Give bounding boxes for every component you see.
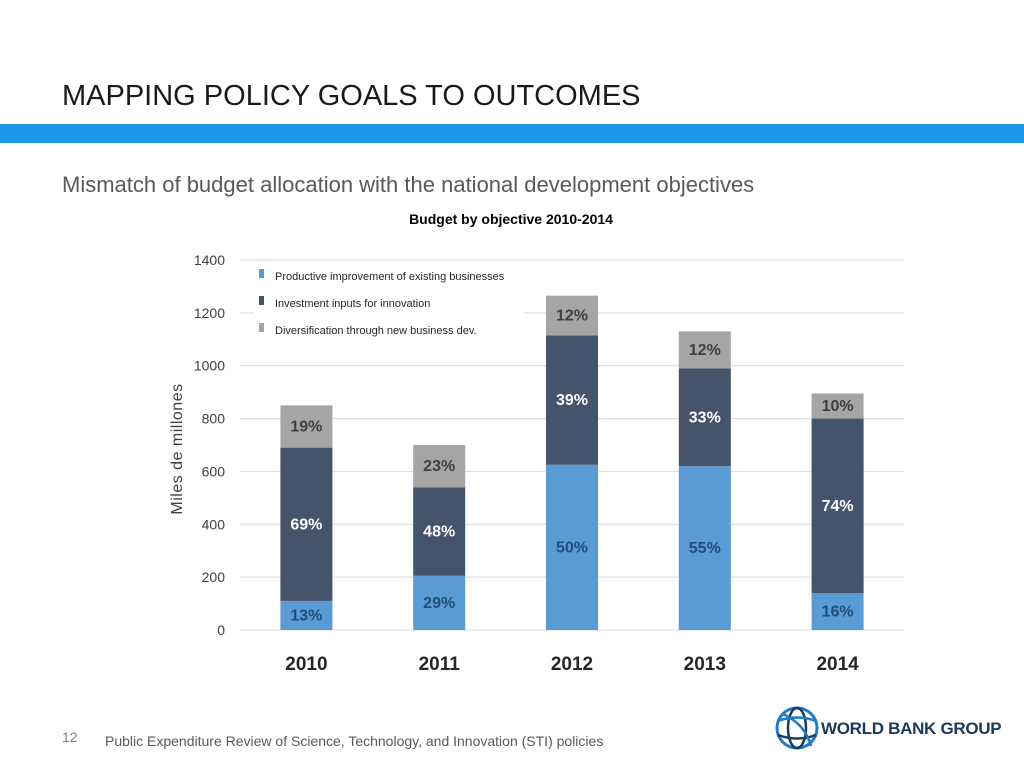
- y-tick-label: 800: [202, 411, 226, 427]
- legend-swatch: [259, 269, 264, 278]
- chart-title: Budget by objective 2010-2014: [409, 211, 613, 227]
- bar-segment: [280, 447, 333, 601]
- bar-segment: [280, 405, 333, 448]
- data-label: 33%: [689, 409, 721, 426]
- legend-label: Investment inputs for innovation: [275, 298, 430, 310]
- data-label: 19%: [290, 419, 322, 436]
- bar-segment: [546, 464, 598, 630]
- bar-segment: [546, 295, 598, 336]
- legend-label: Diversification through new business dev…: [275, 325, 477, 337]
- y-tick-label: 200: [202, 569, 226, 585]
- bar-segment: [546, 335, 598, 465]
- bar-segment: [811, 418, 864, 593]
- page-number: 12: [62, 729, 78, 745]
- bar-segment: [413, 445, 466, 488]
- bar-segment: [413, 575, 466, 630]
- data-label: 48%: [423, 524, 455, 541]
- bar-segment: [811, 593, 864, 630]
- y-tick-label: 1200: [194, 305, 225, 321]
- bar-segment: [678, 368, 731, 467]
- slide-subtitle: Mismatch of budget allocation with the n…: [62, 172, 755, 197]
- globe-icon: [775, 706, 819, 750]
- x-tick-label: 2012: [551, 654, 593, 675]
- x-tick-label: 2011: [419, 654, 461, 675]
- data-label: 23%: [423, 458, 455, 475]
- data-label: 74%: [822, 498, 854, 515]
- data-label: 55%: [689, 540, 721, 557]
- chart-y-ticks: 0 200 400 600 800 1000 1200 1400: [194, 252, 225, 638]
- data-label: 69%: [290, 516, 322, 533]
- x-tick-label: 2014: [816, 654, 859, 675]
- bar-segment: [413, 487, 466, 576]
- data-label: 10%: [822, 398, 854, 415]
- y-tick-label: 1000: [194, 358, 225, 374]
- legend-swatch: [259, 323, 264, 332]
- bar-segment: [811, 393, 864, 419]
- data-label: 50%: [556, 539, 588, 556]
- bar-segment: [678, 466, 731, 630]
- y-axis-label: Miles de millones: [169, 383, 186, 514]
- x-tick-label: 2013: [684, 654, 726, 675]
- y-tick-label: 1400: [194, 252, 225, 268]
- y-tick-label: 400: [202, 516, 226, 532]
- y-tick-label: 0: [217, 622, 225, 638]
- data-label: 12%: [689, 342, 721, 359]
- bar-segment: [678, 331, 731, 369]
- chart-legend: Productive improvement of existing busin…: [254, 266, 524, 342]
- legend-box: [254, 266, 524, 342]
- chart-data-labels: 13% 69% 19% 29% 48% 23% 50% 39% 12% 55% 33% 12% 16% 7…: [290, 308, 853, 625]
- data-label: 12%: [556, 308, 588, 325]
- footer-text: Public Expenditure Review of Science, Te…: [105, 733, 604, 749]
- slide-title: MAPPING POLICY GOALS TO OUTCOMES: [62, 80, 641, 112]
- legend-swatch: [259, 296, 264, 305]
- y-tick-label: 600: [202, 463, 226, 479]
- x-tick-label: 2010: [285, 654, 327, 675]
- legend-label: Productive improvement of existing busin…: [275, 271, 505, 283]
- logo-text: WORLD BANK GROUP: [821, 719, 1002, 738]
- data-label: 29%: [423, 595, 455, 612]
- data-label: 13%: [290, 607, 322, 624]
- world-bank-logo: WORLD BANK GROUP: [775, 706, 1005, 752]
- title-accent-bar: [0, 124, 1024, 143]
- data-label: 16%: [822, 604, 854, 621]
- bar-segment: [280, 600, 333, 630]
- chart-x-ticks: 2010 2011 2012 2013 2014: [285, 654, 859, 675]
- data-label: 39%: [556, 392, 588, 409]
- chart-bars: [280, 295, 864, 630]
